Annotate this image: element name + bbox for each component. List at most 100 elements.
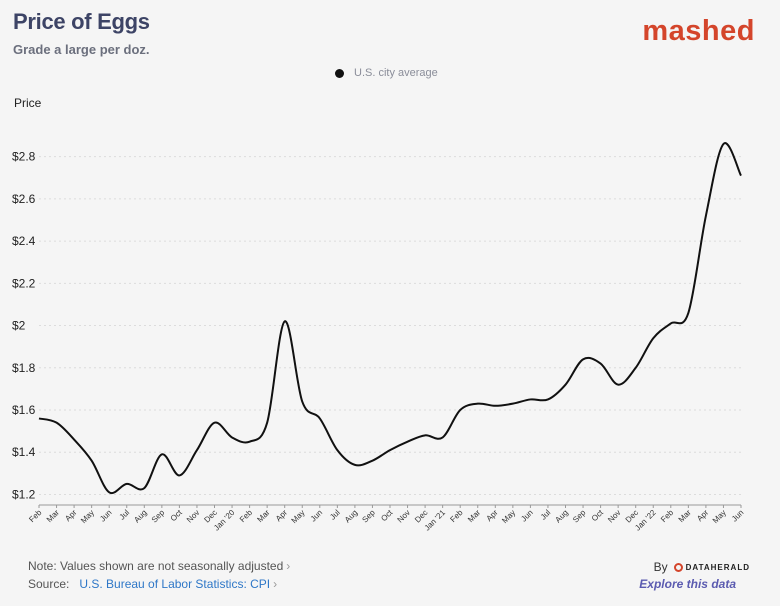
data-point	[283, 319, 287, 323]
by-label: By	[653, 560, 668, 574]
legend-marker	[335, 68, 344, 78]
x-tick-label: Mar	[255, 508, 271, 524]
y-tick-label: $1.8	[12, 361, 36, 375]
x-tick-label: Feb	[659, 508, 676, 525]
x-tick-label: Sep	[360, 508, 377, 525]
x-tick-label: Aug	[553, 508, 569, 524]
data-point	[634, 366, 638, 370]
data-point	[458, 408, 462, 412]
data-point	[528, 397, 532, 401]
data-point	[721, 142, 725, 146]
x-tick-label: Jun	[519, 508, 534, 523]
chart-legend[interactable]: U.S. city average	[335, 67, 438, 79]
dataherald-icon	[673, 562, 683, 572]
x-tick-label: Aug	[132, 508, 148, 524]
chevron-right-icon: ›	[286, 559, 291, 573]
x-tick-label: Mar	[677, 508, 693, 524]
y-tick-label: $1.4	[12, 445, 36, 459]
x-tick-label: May	[290, 508, 307, 525]
legend-label: U.S. city average	[354, 67, 438, 79]
x-tick-label: May	[500, 508, 517, 525]
x-tick-label: Mar	[45, 508, 61, 524]
note-text: Note: Values shown are not seasonally ad…	[28, 559, 284, 573]
data-point	[55, 421, 59, 425]
x-tick-label: Feb	[448, 508, 465, 525]
publisher-name: DATAHERALD	[685, 562, 750, 572]
data-point	[651, 336, 655, 340]
data-point	[423, 433, 427, 437]
y-tick-label: $2.6	[12, 192, 36, 206]
data-point	[493, 404, 497, 408]
data-point	[335, 448, 339, 452]
x-tick-label: Oct	[169, 508, 185, 524]
data-point	[476, 402, 480, 406]
x-tick-label: Feb	[27, 508, 44, 525]
data-point	[546, 397, 550, 401]
publisher-logo[interactable]: DATAHERALD	[673, 562, 750, 572]
x-tick-label: Jul	[328, 508, 342, 522]
y-axis-label: Price	[14, 96, 42, 110]
x-tick-label: Oct	[590, 508, 606, 524]
x-tick-label: Apr	[274, 508, 289, 523]
data-point	[388, 448, 392, 452]
data-point	[177, 473, 181, 477]
x-tick-label: Jun	[730, 508, 745, 523]
x-tick-label: May	[79, 508, 96, 525]
data-point	[616, 383, 620, 387]
x-tick-label: Feb	[238, 508, 255, 525]
data-point	[160, 452, 164, 456]
chart-subtitle: Grade a large per doz.	[13, 42, 150, 57]
data-point	[90, 459, 94, 463]
data-point	[581, 357, 585, 361]
data-point	[195, 448, 199, 452]
data-point	[125, 482, 129, 486]
data-point	[142, 486, 146, 490]
data-point	[599, 362, 603, 366]
x-tick-label: Jul	[539, 508, 553, 522]
x-tick-label: Jun	[98, 508, 113, 523]
data-point	[511, 402, 515, 406]
y-tick-label: $2.4	[12, 234, 36, 248]
source-label: Source:	[28, 577, 70, 591]
x-tick-label: Apr	[695, 508, 710, 523]
chevron-right-icon: ›	[273, 577, 278, 591]
data-point	[564, 383, 568, 387]
brand-logo[interactable]: mashed	[642, 15, 755, 47]
chart-title: Price of Eggs	[13, 9, 150, 34]
data-point	[318, 416, 322, 420]
x-tick-label: Jul	[118, 508, 132, 522]
x-tick-label: Nov	[396, 508, 412, 524]
x-tick-label: Sep	[150, 508, 167, 525]
x-tick-label: Nov	[606, 508, 622, 524]
x-tick-label: Aug	[343, 508, 359, 524]
footer-source: Source: U.S. Bureau of Labor Statistics: …	[28, 577, 277, 591]
x-tick-label: Sep	[571, 508, 588, 525]
data-point	[441, 435, 445, 439]
x-tick-label: Apr	[63, 508, 78, 523]
data-point	[107, 490, 111, 494]
data-point	[739, 174, 743, 178]
y-tick-label: $1.6	[12, 403, 36, 417]
data-point	[406, 440, 410, 444]
explore-data-link[interactable]: Explore this data	[639, 577, 736, 591]
x-tick-label: Mar	[466, 508, 482, 524]
data-point	[248, 440, 252, 444]
data-point	[72, 438, 76, 442]
x-tick-label: May	[711, 508, 728, 525]
x-tick-label: Apr	[485, 508, 500, 523]
data-point	[230, 435, 234, 439]
data-point	[704, 214, 708, 218]
data-point	[265, 421, 269, 425]
data-point	[300, 400, 304, 404]
footer-note[interactable]: Note: Values shown are not seasonally ad…	[28, 559, 290, 573]
source-link[interactable]: U.S. Bureau of Labor Statistics: CPI	[79, 577, 271, 591]
data-point	[370, 459, 374, 463]
data-point	[37, 416, 41, 420]
y-tick-label: $2	[12, 319, 26, 333]
data-point	[669, 321, 673, 325]
attribution: By DATAHERALD	[654, 560, 750, 574]
y-tick-label: $2.2	[12, 276, 36, 290]
data-point	[353, 463, 357, 467]
x-tick-label: Oct	[379, 508, 395, 524]
